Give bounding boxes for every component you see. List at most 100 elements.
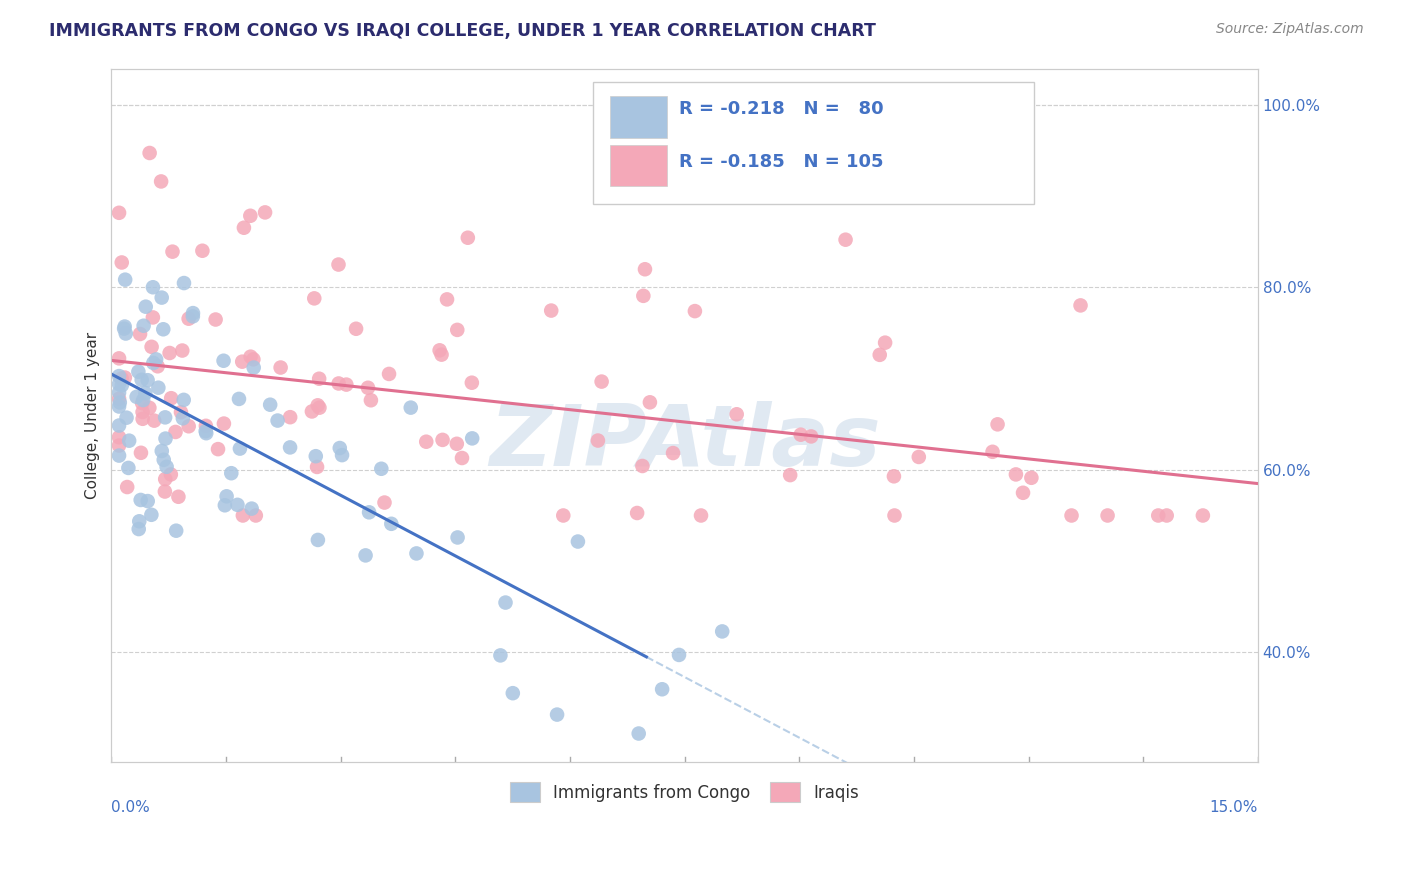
Point [148,381,170,395]
Point [627,726,650,740]
Point [461,376,484,390]
Point [114,319,136,334]
Point [152,322,174,336]
Point [173,392,195,407]
Point [108,351,131,366]
Point [153,410,176,425]
Point [114,273,136,287]
Point [150,444,173,458]
Point [131,412,153,426]
Point [181,310,204,324]
Point [259,398,281,412]
Point [875,335,897,350]
Point [668,648,690,662]
Point [638,395,661,409]
Point [907,450,929,464]
Point [711,624,734,639]
Point [112,321,135,335]
Point [142,280,165,294]
Point [446,323,468,337]
Point [170,405,193,419]
Text: R = -0.185   N = 105: R = -0.185 N = 105 [679,153,883,171]
Text: 0.0%: 0.0% [111,800,150,815]
Point [430,348,453,362]
Point [242,360,264,375]
Point [156,459,179,474]
Point [194,424,217,438]
Point [651,682,673,697]
Point [221,466,243,480]
Point [229,442,252,456]
Point [239,209,262,223]
Point [108,418,131,433]
Point [232,508,254,523]
Point [254,205,277,219]
Point [690,508,713,523]
Point [159,467,181,482]
Point [128,514,150,528]
Point [173,276,195,290]
Point [436,293,458,307]
Point [150,291,173,305]
Point [177,419,200,434]
Point [883,469,905,483]
Point [683,304,706,318]
Point [136,373,159,387]
Point [172,411,194,425]
Point [108,377,131,392]
Point [165,524,187,538]
Point [360,393,382,408]
Point [141,508,163,522]
Point [108,430,131,444]
Point [373,495,395,509]
Point [128,522,150,536]
Point [108,400,131,414]
Point [304,291,326,305]
Point [118,434,141,448]
Point [307,533,329,547]
Point [195,426,218,441]
Point [207,442,229,457]
Point [142,310,165,325]
Point [155,472,177,486]
Point [378,367,401,381]
Text: Source: ZipAtlas.com: Source: ZipAtlas.com [1216,22,1364,37]
Point [1021,471,1043,485]
Point [278,441,301,455]
Point [162,244,184,259]
Point [146,359,169,374]
Point [502,686,524,700]
Point [586,434,609,448]
Point [446,437,468,451]
Point [165,425,187,439]
Point [626,506,648,520]
Point [115,410,138,425]
Point [1192,508,1215,523]
Point [134,386,156,401]
Point [359,505,381,519]
Point [127,365,149,379]
Text: 15.0%: 15.0% [1209,800,1258,815]
Point [142,356,165,370]
Point [131,373,153,387]
Point [305,449,328,463]
Point [457,231,479,245]
Point [461,431,484,445]
Point [191,244,214,258]
Point [553,508,575,523]
Point [1012,485,1035,500]
Point [307,459,329,474]
Text: R = -0.218   N =   80: R = -0.218 N = 80 [679,100,883,118]
Point [883,508,905,523]
Point [489,648,512,663]
Point [108,206,131,220]
Point [215,489,238,503]
Point [111,378,134,392]
Point [540,303,562,318]
Point [330,448,353,462]
Point [111,371,134,385]
Point [239,350,262,364]
Point [181,306,204,320]
Point [114,370,136,384]
Point [242,352,264,367]
